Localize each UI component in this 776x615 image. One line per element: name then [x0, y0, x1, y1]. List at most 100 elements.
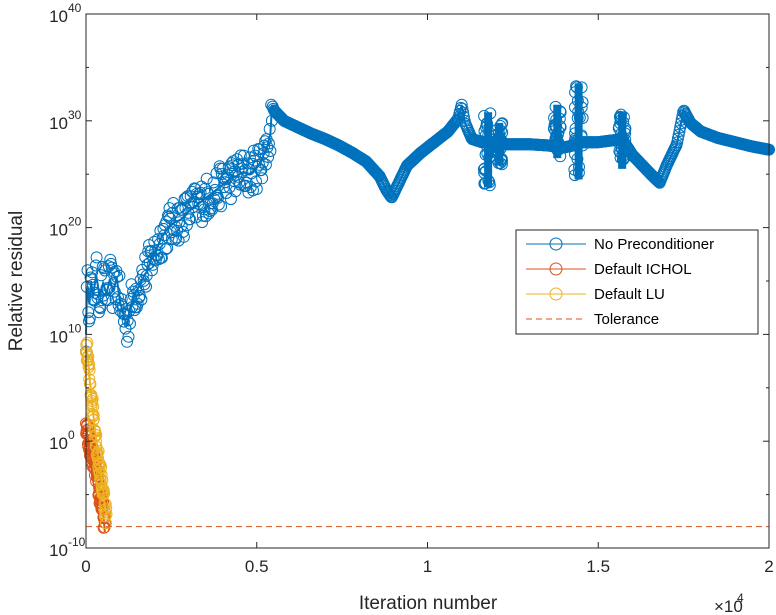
data-marker [198, 203, 211, 216]
data-marker [96, 260, 109, 273]
data-marker [228, 175, 240, 188]
data-marker [83, 363, 96, 376]
data-marker [155, 251, 168, 264]
data-marker [205, 202, 218, 215]
x-multiplier-exponent: 4 [737, 591, 744, 605]
data-marker [456, 102, 469, 115]
series-no-preconditioner [80, 80, 775, 358]
data-marker [113, 269, 126, 282]
data-marker [239, 163, 252, 176]
data-marker [92, 452, 104, 465]
data-marker [248, 154, 261, 167]
y-tick-label: 10 30 [49, 108, 82, 133]
data-marker [127, 285, 140, 298]
data-marker [131, 297, 144, 310]
data-marker [93, 301, 106, 313]
y-tick-base: 10 [49, 541, 68, 560]
data-marker [162, 210, 175, 223]
data-marker [116, 300, 129, 313]
x-tick-label: 1 [423, 557, 432, 576]
legend-label: No Preconditioner [594, 236, 714, 253]
data-marker [138, 278, 151, 291]
y-tick-base: 10 [49, 327, 68, 346]
series-layer [80, 80, 775, 534]
data-marker [86, 392, 99, 405]
data-marker [104, 253, 117, 266]
y-tick-label: 10 0 [49, 428, 75, 453]
data-marker [177, 230, 190, 243]
data-marker [114, 297, 127, 310]
legend-label: Default LU [594, 286, 665, 303]
legend: No Preconditioner Default ICHOL Default LU… [515, 229, 759, 335]
legend-entry: Tolerance [526, 311, 659, 328]
data-marker [250, 183, 263, 195]
data-marker [180, 219, 193, 232]
data-marker [262, 151, 275, 163]
data-marker [256, 172, 269, 185]
data-marker [455, 98, 468, 111]
data-marker [100, 508, 113, 521]
data-marker [158, 229, 171, 242]
legend-entry: Default ICHOL [526, 261, 692, 278]
data-marker [220, 187, 233, 199]
data-marker [649, 173, 662, 186]
data-marker [111, 271, 124, 283]
data-marker [82, 350, 95, 363]
data-marker [93, 466, 106, 479]
data-marker [671, 132, 684, 145]
y-tick-base: 10 [49, 221, 68, 240]
data-marker [673, 125, 686, 137]
data-marker [263, 123, 276, 135]
data-marker [133, 291, 146, 304]
data-marker [95, 468, 108, 481]
y-tick-exponent: -10 [68, 535, 86, 549]
data-marker [94, 302, 107, 315]
x-tick-label: 1.5 [586, 557, 610, 576]
data-marker [262, 137, 275, 150]
data-marker [90, 429, 103, 442]
data-marker [89, 286, 102, 299]
data-marker [177, 225, 190, 238]
data-marker [123, 304, 136, 317]
data-marker [156, 232, 169, 245]
data-marker [82, 354, 94, 366]
data-marker [83, 312, 96, 325]
y-tick-label: 10 10 [49, 321, 82, 346]
data-marker [451, 114, 464, 127]
data-marker [250, 175, 262, 188]
data-marker [159, 243, 172, 256]
data-marker [89, 259, 102, 272]
data-marker [152, 233, 165, 246]
y-tick-exponent: 10 [68, 321, 82, 335]
x-tick-label: 0.5 [245, 557, 269, 576]
data-marker [100, 517, 112, 530]
data-marker [121, 335, 133, 348]
y-tick-exponent: 0 [68, 428, 75, 442]
data-marker [212, 198, 225, 211]
data-marker [122, 330, 135, 343]
legend-label: Default ICHOL [594, 261, 692, 278]
data-marker [86, 278, 99, 291]
y-tick-exponent: 20 [68, 215, 82, 229]
data-marker [234, 149, 247, 162]
x-tick-label: 0 [81, 557, 90, 576]
data-marker [81, 336, 94, 349]
data-marker [87, 400, 100, 413]
data-marker [91, 446, 104, 459]
legend-marker [549, 237, 563, 251]
data-marker [87, 409, 100, 422]
data-marker [83, 373, 96, 386]
data-marker [106, 302, 119, 314]
legend-entry: Default LU [526, 286, 665, 303]
y-tick-label: 10 20 [49, 215, 82, 240]
data-marker [203, 205, 216, 217]
data-marker [264, 145, 277, 157]
y-axis-label: Relative residual [6, 211, 27, 351]
data-marker [146, 264, 158, 277]
data-marker [184, 213, 196, 226]
x-tick-label: 2 [764, 557, 773, 576]
y-tick-base: 10 [49, 7, 68, 26]
data-marker [124, 317, 136, 330]
